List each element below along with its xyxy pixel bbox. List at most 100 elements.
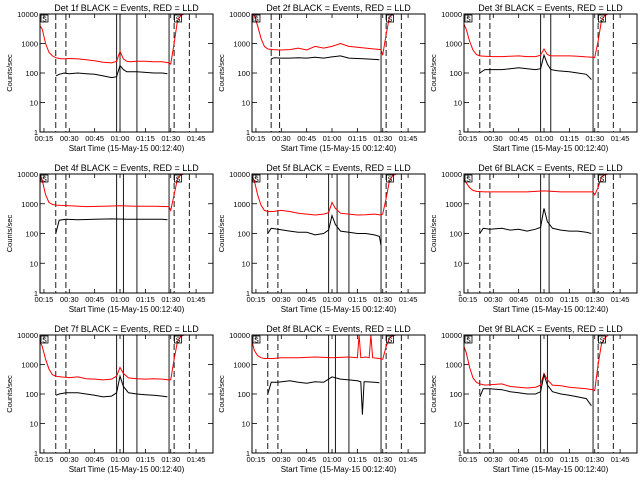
x-tick-label: 00:30 [60,455,79,464]
x-tick-label: 00:45 [85,134,104,143]
x-tick-label: 00:30 [272,455,291,464]
panel-title: Det 7f BLACK = Events, RED = LLD [54,324,199,334]
plot-frame [463,334,638,454]
series-line-events [479,53,592,80]
x-tick-label: 01:15 [348,295,367,304]
x-tick-label: 00:30 [60,134,79,143]
marker-label-right: S [176,338,181,345]
marker-label-right: S [600,338,605,345]
x-tick-label: 01:00 [323,295,342,304]
marker-label-right: S [600,17,605,24]
panel-title: Det 2f BLACK = Events, RED = LLD [266,3,411,13]
x-tick-label: 01:00 [111,295,130,304]
marker-box [252,174,261,183]
marker-box-right [174,174,182,183]
x-tick-label: 00:15 [35,295,54,304]
detector-panel-1: Det 1f BLACK = Events, RED = LLD 00:15 00:… [5,3,214,153]
y-tick-label: 10000 [229,331,250,340]
x-axis-label: Start Time (15-May-15 00:12:40) [69,465,185,474]
x-tick-label: 01:30 [373,455,392,464]
y-tick-label: 10000 [17,10,38,19]
marker-label-right: S [176,17,181,24]
y-tick-label: 10 [242,99,250,108]
y-tick-label: 10 [30,99,38,108]
y-tick-label: 1000 [21,40,38,49]
y-tick-label: 100 [449,390,462,399]
x-tick-label: 01:00 [535,134,554,143]
x-tick-label: 00:30 [60,295,79,304]
series-line-lld [463,13,609,59]
plot-frame [39,13,214,133]
panel-title: Det 4f BLACK = Events, RED = LLD [54,163,199,173]
detector-panel-9: Det 9f BLACK = Events, RED = LLD 00:15 00:… [429,324,638,474]
x-tick-label: 01:45 [611,455,630,464]
x-tick-label: 00:15 [247,295,266,304]
y-tick-label: 10000 [441,170,462,179]
y-axis-label: Counts/sec [5,54,14,92]
series-line-events [479,208,592,234]
series-line-events [271,55,380,61]
panel-title: Det 3f BLACK = Events, RED = LLD [478,3,623,13]
y-axis-label: Counts/sec [429,214,438,252]
x-tick-label: 01:15 [136,295,155,304]
plot-frame [251,334,426,454]
x-tick-label: 01:15 [560,295,579,304]
x-tick-label: 00:45 [509,295,528,304]
y-tick-label: 100 [25,230,38,239]
x-tick-label: 01:15 [136,455,155,464]
marker-label: S [254,17,259,24]
panel-title: Det 6f BLACK = Events, RED = LLD [478,163,623,173]
y-tick-label: 1 [458,289,462,298]
y-tick-label: 1000 [233,40,250,49]
x-tick-label: 01:30 [373,134,392,143]
y-axis-label: Counts/sec [5,214,14,252]
y-tick-label: 100 [449,69,462,78]
x-tick-label: 00:45 [297,295,316,304]
y-tick-label: 100 [25,69,38,78]
x-tick-label: 01:30 [585,295,604,304]
x-tick-label: 01:15 [560,455,579,464]
detector-panel-3: Det 3f BLACK = Events, RED = LLD 00:15 00:… [429,3,638,153]
panel-title: Det 1f BLACK = Events, RED = LLD [54,3,199,13]
x-tick-label: 00:45 [509,455,528,464]
x-tick-label: 00:45 [85,295,104,304]
y-tick-label: 100 [237,69,250,78]
x-tick-label: 01:45 [187,134,206,143]
y-tick-label: 10 [242,420,250,429]
x-axis-label: Start Time (15-May-15 00:12:40) [493,305,609,314]
detector-panel-8: Det 8f BLACK = Events, RED = LLD 00:15 00:… [217,324,426,474]
y-tick-label: 100 [25,390,38,399]
y-tick-label: 10000 [17,170,38,179]
marker-box-right [386,174,394,183]
marker-box-right [174,14,182,23]
x-tick-label: 01:15 [136,134,155,143]
panel-title: Det 9f BLACK = Events, RED = LLD [478,324,623,334]
marker-box [40,174,49,183]
x-tick-label: 01:00 [111,455,130,464]
detector-panel-4: Det 4f BLACK = Events, RED = LLD 00:15 00:… [5,163,214,314]
y-tick-label: 1000 [445,200,462,209]
y-tick-label: 100 [237,390,250,399]
marker-label: S [254,177,259,184]
y-tick-label: 1000 [21,361,38,370]
marker-label: S [42,177,47,184]
detector-panel-5: Det 5f BLACK = Events, RED = LLD 00:15 00:… [217,163,426,314]
x-tick-label: 01:15 [560,134,579,143]
series-line-lld [39,13,185,65]
y-tick-label: 1 [34,128,38,137]
y-tick-label: 1 [246,449,250,458]
x-tick-label: 01:00 [535,455,554,464]
y-axis-label: Counts/sec [429,54,438,92]
x-tick-label: 00:15 [247,134,266,143]
marker-label: S [42,17,47,24]
x-tick-label: 01:45 [611,295,630,304]
marker-label: S [466,338,471,345]
x-tick-label: 01:30 [161,455,180,464]
marker-box-right [598,174,606,183]
x-tick-label: 01:15 [348,134,367,143]
marker-label-right: S [600,177,605,184]
marker-box [252,335,261,344]
plot-frame [251,173,426,294]
y-tick-label: 100 [237,230,250,239]
